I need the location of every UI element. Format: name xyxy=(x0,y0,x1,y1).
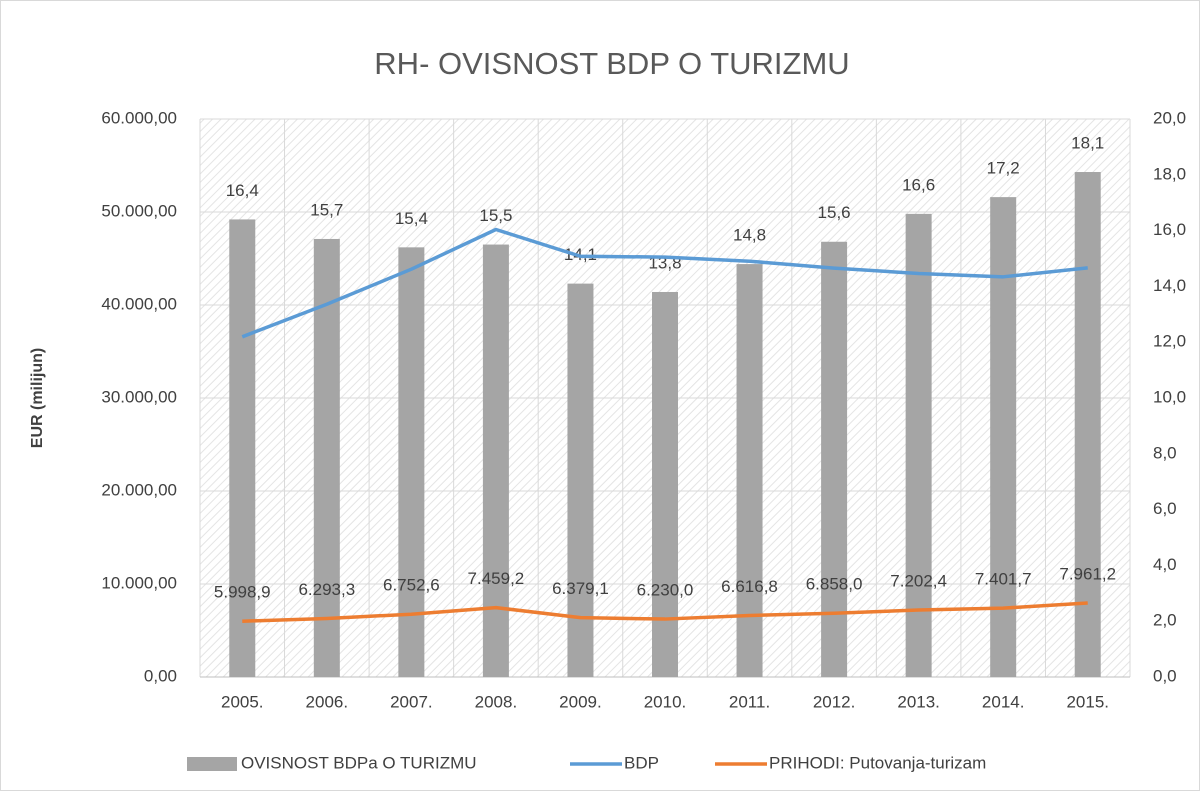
bar xyxy=(821,241,848,677)
y-tick-label: 0,00 xyxy=(144,666,177,685)
y-axis-title: EUR (milijun) xyxy=(29,348,46,448)
bar xyxy=(313,238,340,677)
bar xyxy=(567,283,594,677)
y2-tick-label: 4,0 xyxy=(1153,555,1177,574)
y-tick-label: 10.000,00 xyxy=(101,573,177,592)
bar-value-label: 16,4 xyxy=(226,181,259,200)
y-tick-label: 50.000,00 xyxy=(101,201,177,220)
x-tick-label: 2015. xyxy=(1066,692,1109,711)
bar-value-label: 18,1 xyxy=(1071,133,1104,152)
y2-tick-label: 16,0 xyxy=(1153,220,1186,239)
y2-tick-label: 10,0 xyxy=(1153,387,1186,406)
x-tick-label: 2006. xyxy=(306,692,349,711)
bar xyxy=(229,219,256,677)
y2-tick-label: 20,0 xyxy=(1153,108,1186,127)
x-tick-label: 2005. xyxy=(221,692,264,711)
y-tick-label: 40.000,00 xyxy=(101,294,177,313)
bar-value-label: 15,6 xyxy=(818,203,851,222)
line-value-label: 6.858,0 xyxy=(806,575,863,594)
y2-tick-label: 0,0 xyxy=(1153,666,1177,685)
legend-swatch xyxy=(187,757,237,771)
x-tick-label: 2008. xyxy=(475,692,518,711)
x-tick-label: 2014. xyxy=(982,692,1025,711)
x-tick-label: 2009. xyxy=(559,692,602,711)
x-tick-label: 2011. xyxy=(729,692,770,711)
bar xyxy=(1074,172,1101,677)
y2-tick-label: 6,0 xyxy=(1153,499,1177,518)
y-tick-label: 60.000,00 xyxy=(101,108,177,127)
line-value-label: 6.230,0 xyxy=(637,581,694,600)
line-value-label: 7.961,2 xyxy=(1059,564,1116,583)
legend-label: OVISNOST BDPa O TURIZMU xyxy=(241,753,477,772)
y2-tick-label: 14,0 xyxy=(1153,276,1186,295)
bar xyxy=(736,264,763,677)
line-value-label: 6.752,6 xyxy=(383,576,440,595)
y2-tick-label: 12,0 xyxy=(1153,332,1186,351)
bar-value-label: 17,2 xyxy=(987,159,1020,178)
x-tick-label: 2013. xyxy=(897,692,940,711)
y2-tick-label: 2,0 xyxy=(1153,611,1177,630)
x-tick-label: 2012. xyxy=(813,692,856,711)
line-series xyxy=(241,227,1088,339)
line-value-label: 6.616,8 xyxy=(721,577,778,596)
line-value-label: 7.459,2 xyxy=(468,569,525,588)
bar xyxy=(482,244,509,678)
y-tick-label: 20.000,00 xyxy=(101,480,177,499)
line-value-label: 7.202,4 xyxy=(890,572,947,591)
bar xyxy=(905,213,932,678)
legend-label: PRIHODI: Putovanja-turizam xyxy=(769,753,986,772)
bar-value-label: 14,8 xyxy=(733,226,766,245)
bar-value-label: 15,7 xyxy=(310,200,343,219)
y-tick-label: 30.000,00 xyxy=(101,387,177,406)
bar-value-label: 15,5 xyxy=(479,206,512,225)
line-value-label: 5.998,9 xyxy=(214,583,271,602)
line-value-label: 6.293,3 xyxy=(298,580,355,599)
line-value-label: 6.379,1 xyxy=(552,579,609,598)
chart-title: RH- OVISNOST BDP O TURIZMU xyxy=(374,46,849,81)
bar xyxy=(652,291,678,677)
y2-tick-label: 18,0 xyxy=(1153,164,1186,183)
legend-label: BDP xyxy=(624,753,659,772)
y2-tick-label: 8,0 xyxy=(1153,443,1177,462)
bar-value-label: 16,6 xyxy=(902,175,935,194)
bar xyxy=(398,247,425,677)
bar xyxy=(990,197,1017,677)
x-tick-label: 2010. xyxy=(644,692,687,711)
line-series xyxy=(242,601,1088,623)
bar-value-label: 15,4 xyxy=(395,209,428,228)
x-tick-label: 2007. xyxy=(390,692,433,711)
line-value-label: 7.401,7 xyxy=(975,570,1032,589)
